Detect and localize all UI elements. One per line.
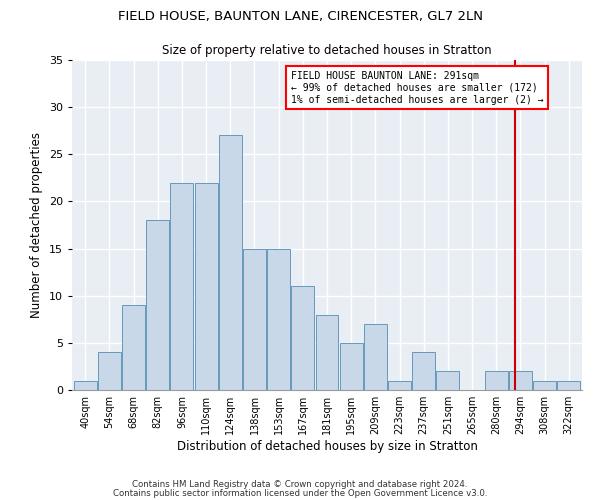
Bar (194, 182, 218, 390)
Bar (436, 371, 460, 390)
Text: Contains HM Land Registry data © Crown copyright and database right 2024.: Contains HM Land Registry data © Crown c… (132, 480, 468, 489)
Bar (316, 314, 338, 390)
Text: FIELD HOUSE BAUNTON LANE: 291sqm
← 99% of detached houses are smaller (172)
1% o: FIELD HOUSE BAUNTON LANE: 291sqm ← 99% o… (291, 72, 544, 104)
Bar (170, 182, 193, 390)
Bar (557, 380, 580, 390)
X-axis label: Distribution of detached houses by size in Stratton: Distribution of detached houses by size … (176, 440, 478, 453)
Text: FIELD HOUSE, BAUNTON LANE, CIRENCESTER, GL7 2LN: FIELD HOUSE, BAUNTON LANE, CIRENCESTER, … (118, 10, 482, 23)
Y-axis label: Number of detached properties: Number of detached properties (30, 132, 43, 318)
Bar (485, 371, 508, 390)
Bar (243, 248, 266, 390)
Bar (146, 220, 169, 390)
Bar (340, 343, 362, 390)
Bar (219, 136, 242, 390)
Bar (412, 352, 435, 390)
Bar (98, 352, 121, 390)
Bar (292, 286, 314, 390)
Text: Contains public sector information licensed under the Open Government Licence v3: Contains public sector information licen… (113, 488, 487, 498)
Bar (533, 380, 556, 390)
Title: Size of property relative to detached houses in Stratton: Size of property relative to detached ho… (162, 44, 492, 58)
Bar (364, 324, 387, 390)
Bar (74, 380, 97, 390)
Bar (122, 305, 145, 390)
Bar (509, 371, 532, 390)
Bar (267, 248, 290, 390)
Bar (388, 380, 411, 390)
